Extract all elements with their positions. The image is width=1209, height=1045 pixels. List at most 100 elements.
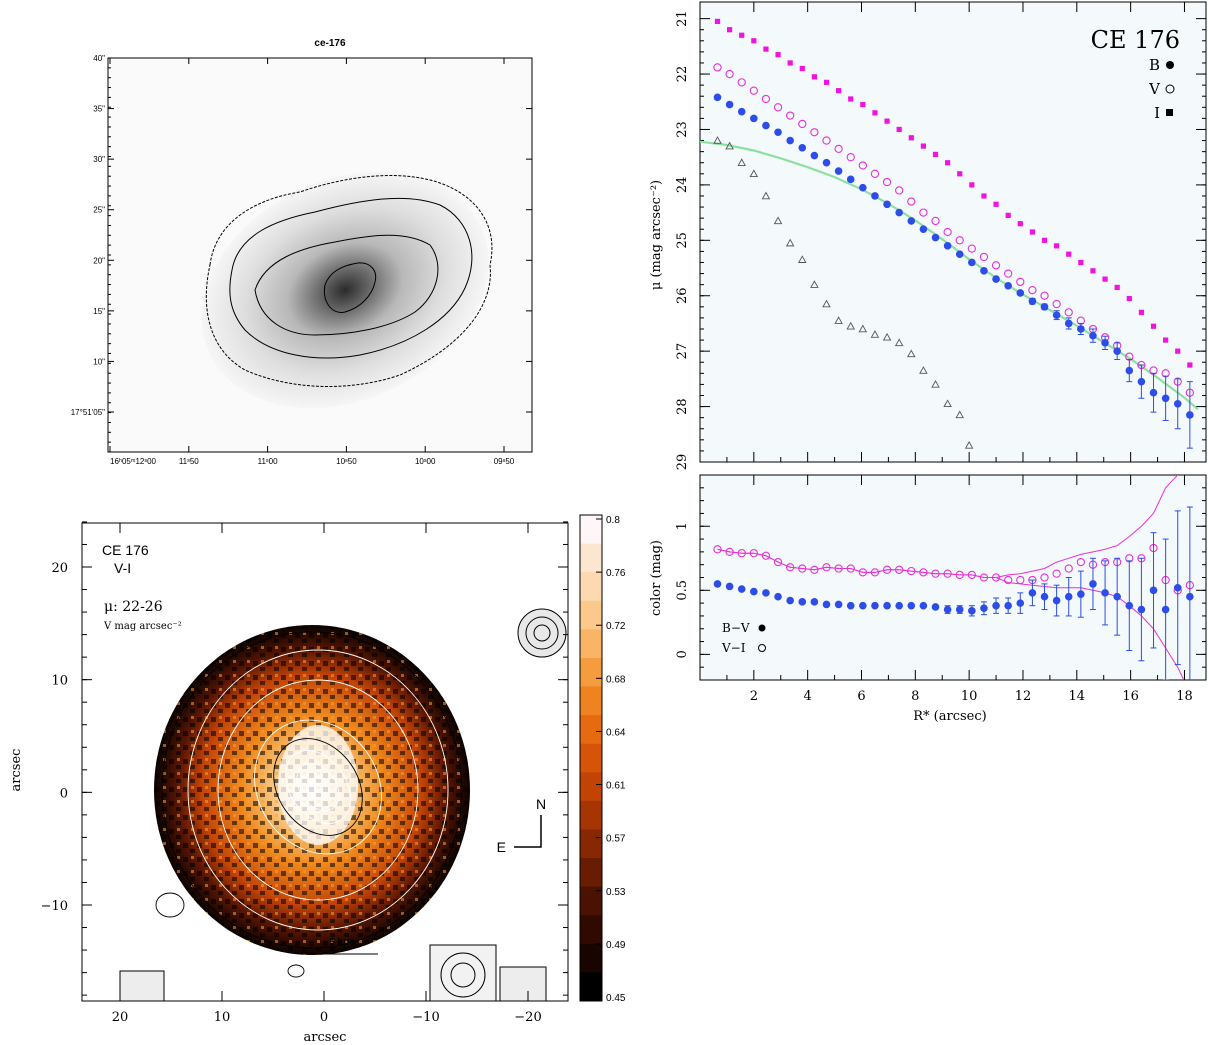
sb-point-triangle [919,366,928,374]
sb-point-square [1017,221,1023,227]
sb-point-square [932,151,939,158]
color-point-filled-circle [798,598,807,606]
colorbar-swatch [580,629,602,659]
colorbar-swatch [580,886,602,916]
sb-point-triangle [761,191,771,200]
sb-point-square [1102,276,1108,282]
color-point-open-circle [846,564,855,573]
sb-legend-label: B [1149,56,1160,74]
sb-point-filled-circle [992,275,1000,283]
sb-series-open-triangle [713,136,974,449]
color-point-open-circle [1052,569,1061,578]
sb-legend-label: I [1154,104,1160,122]
color-point-filled-circle [810,598,819,606]
color-point-filled-circle [1004,601,1012,610]
sb-y-tick-label: 28 [675,398,690,415]
image-map-y-tick-label: 35" [93,105,105,114]
color-map-x-tick-label: 20 [112,1010,129,1025]
sb-point-square [981,193,987,199]
sb-point-square [1138,309,1145,315]
colorbar-tick-label: 0.45 [606,993,626,1004]
color-point-filled-circle [774,592,782,601]
sb-point-filled-circle [846,175,855,184]
sb-point-open-circle [1028,286,1037,295]
sb-point-square [1187,362,1193,368]
color-lower-envelope [717,548,1185,680]
sb-point-square [872,110,878,116]
sb-point-square [823,79,830,85]
color-point-open-circle [810,565,819,574]
colorbar-swatch [580,972,602,1002]
sb-point-open-circle [955,236,964,245]
sb-point-open-circle [895,186,904,195]
sb-point-filled-circle [1137,377,1146,386]
sb-point-triangle [713,136,722,144]
sb-y-tick-label: 27 [675,343,690,360]
color-series-B−V [713,506,1194,680]
image-map-y-tick-label: 17°51'05" [71,408,105,417]
sb-point-filled-circle [980,266,988,275]
color-point-open-circle [943,569,952,578]
sb-point-open-circle [761,94,771,104]
colorbar-tick-label: 0.72 [606,621,626,632]
sb-point-open-circle [1064,308,1073,317]
color-profile-ylabel: color (mag) [649,540,664,616]
color-point-filled-circle [919,601,928,610]
color-point-filled-circle [968,607,976,615]
color-point-open-circle [1016,575,1025,585]
galaxy-image [201,171,489,409]
sb-point-square [1066,251,1072,257]
sb-point-open-circle [870,169,880,178]
color-map-x-tick-label: −10 [412,1010,439,1025]
sb-y-tick-label: 24 [675,177,690,194]
sb-series-I [714,18,1193,368]
color-map-mu-label: μ: 22-26 [104,599,163,615]
color-point-filled-circle [834,600,843,609]
color-point-open-circle [955,570,964,580]
sb-point-filled-circle [798,143,807,152]
compass-e-label: E [497,839,506,855]
color-x-tick-label: 4 [804,689,812,704]
image-map-x-tick-label: 16ʰ05ᵐ12ˢ00 [110,457,157,466]
color-point-filled-circle [1113,592,1121,601]
sb-point-square [908,135,914,141]
sb-point-open-circle [798,119,807,129]
color-point-filled-circle [871,601,879,610]
color-point-filled-circle [1028,589,1037,597]
color-map-panel: CE 176 V-I μ: 22-26 V mag arcsec⁻² 5 kpc… [0,505,640,1045]
sb-y-tick-label: 22 [675,66,690,83]
sb-point-triangle [870,330,880,338]
color-point-filled-circle [980,604,988,613]
sb-point-square [957,171,963,177]
colorbar-swatch [580,858,602,888]
color-point-filled-circle [786,596,794,605]
sb-point-square [896,126,902,133]
color-point-open-circle [870,568,880,577]
color-point-open-circle [991,573,1001,582]
color-point-open-circle [1076,557,1085,567]
colorbar-frame [579,514,603,1002]
sb-point-square [1163,337,1169,343]
sb-point-filled-circle [1101,339,1109,347]
sb-point-triangle [785,238,795,247]
color-point-open-circle [967,570,976,580]
colorbar-swatch [580,515,602,545]
sb-point-triangle [737,158,746,166]
image-map-x-tick-label: 10ˢ50 [336,457,357,466]
colorbar-swatch [580,829,602,859]
color-x-tick-label: 18 [1176,689,1193,704]
sb-point-filled-circle [1052,311,1061,319]
colorbar-swatch [580,915,602,945]
sb-point-open-circle [931,216,940,226]
color-profile-xlabel: R* (arcsec) [913,709,986,724]
image-map-panel: ce-176 16ʰ05ᵐ12ˢ00 11ˢ50 11ˢ00 10ˢ50 10ˢ00 09… [60,20,550,480]
sb-point-open-circle [846,153,855,162]
colorbar-tick-label: 0.76 [606,568,626,579]
sb-point-square [1150,323,1157,329]
sb-point-square [1054,243,1060,249]
color-point-open-circle [749,549,758,558]
colorbar-swatch [580,686,602,716]
color-x-tick-label: 6 [857,689,865,704]
sb-profile-title: CE 176 [1091,26,1180,54]
sb-point-square [1126,295,1132,302]
